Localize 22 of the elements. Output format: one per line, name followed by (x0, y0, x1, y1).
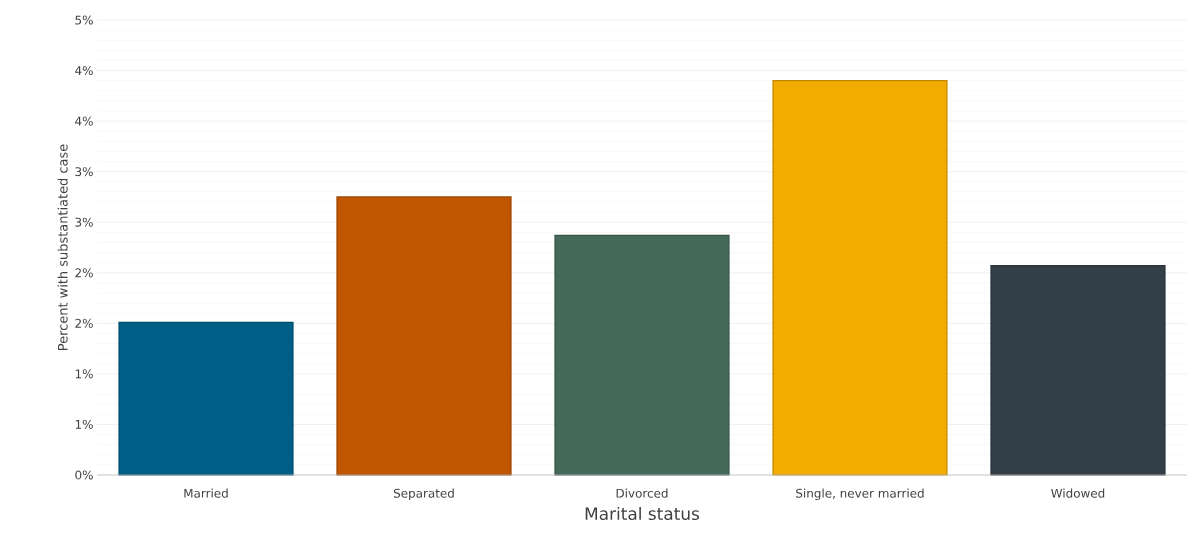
y-tick-label: 2% (75, 318, 93, 328)
x-tick-label: Single, never married (796, 488, 924, 501)
y-tick-label: 3% (75, 217, 93, 227)
y-axis-title: Percent with substantiated case (57, 144, 68, 350)
x-tick-label: Widowed (1051, 488, 1105, 498)
bar (118, 321, 294, 476)
bar (990, 265, 1166, 476)
x-tick-label: Separated (393, 488, 454, 501)
y-tick-label: 4% (75, 66, 93, 76)
y-tick-label: 1% (75, 369, 93, 379)
y-tick-label: 1% (75, 419, 93, 429)
y-tick-label: 3% (75, 167, 93, 177)
y-tick-label: 4% (75, 116, 93, 126)
y-tick-label: 5% (75, 15, 93, 25)
y-tick-label: 0% (75, 470, 93, 480)
x-tick-label: Married (184, 488, 228, 498)
y-tick-label: 2% (75, 268, 93, 278)
x-tick-label: Divorced (616, 488, 668, 498)
bar (336, 196, 512, 476)
x-axis-title: Marital status (585, 506, 700, 521)
bar (554, 234, 730, 476)
bar (772, 80, 948, 476)
